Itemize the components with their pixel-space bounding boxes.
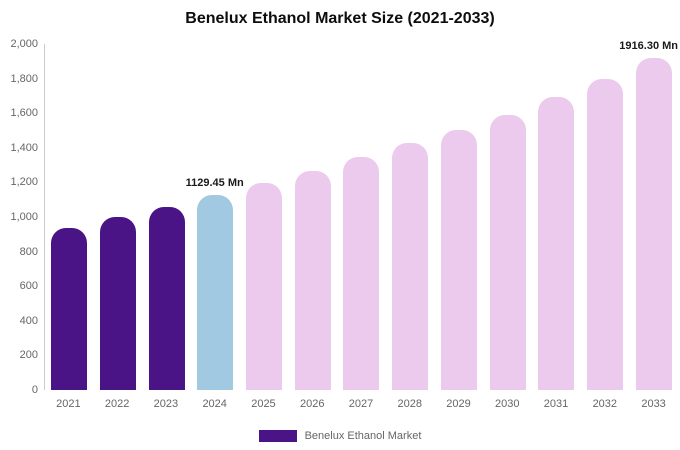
data-label: 1916.30 Mn xyxy=(619,40,678,53)
y-axis-tick-label: 1,400 xyxy=(10,141,38,154)
bar-cell xyxy=(629,44,678,390)
bar-2033[interactable] xyxy=(635,58,672,390)
y-axis-tick-label: 400 xyxy=(19,314,38,327)
y-axis-tick-label: 1,000 xyxy=(10,211,38,223)
x-axis-label-2021: 2021 xyxy=(56,398,81,410)
x-axis-label-2027: 2027 xyxy=(348,398,374,410)
x-axis-label-2033: 2033 xyxy=(641,398,666,410)
bar-2025[interactable] xyxy=(246,183,283,390)
bar-cell xyxy=(532,44,581,390)
x-axis: 2021 2022 2023 2024 2025 2026 2027 2028 2029 2030… xyxy=(44,398,678,410)
bar-2030[interactable] xyxy=(489,114,526,390)
chart-title: Benelux Ethanol Market Size (2021-2033) xyxy=(185,10,495,27)
y-axis-tick-label: 1,200 xyxy=(10,176,38,189)
bar-cell xyxy=(386,44,435,390)
y-axis-tick-label: 200 xyxy=(19,349,38,362)
x-axis-label-2025: 2025 xyxy=(251,398,276,410)
bar-cell xyxy=(94,44,143,390)
legend[interactable]: Benelux Ethanol Market xyxy=(0,430,680,442)
x-axis-label-2026: 2026 xyxy=(299,398,325,410)
x-axis-label-2028: 2028 xyxy=(397,398,422,410)
bar-cell xyxy=(581,44,630,390)
bar-cell xyxy=(288,44,337,390)
bar-2029[interactable] xyxy=(440,129,477,390)
bar-cell xyxy=(142,44,191,390)
bar-2027[interactable] xyxy=(343,157,380,390)
bar-2022[interactable] xyxy=(100,217,137,390)
y-axis-tick-label: 1,600 xyxy=(10,107,38,120)
y-axis-tick-label: 2,000 xyxy=(10,38,38,50)
bar-2023[interactable] xyxy=(148,206,185,390)
bar-cell xyxy=(435,44,484,390)
y-axis-tick-label: 1,800 xyxy=(10,72,38,85)
y-axis: 0 200 400 600 800 1,000 1,200 1,400 1,600 1,800 2,… xyxy=(0,0,38,450)
y-axis-tick-label: 600 xyxy=(19,280,38,293)
bar-2032[interactable] xyxy=(586,78,623,390)
bar-2028[interactable] xyxy=(392,143,429,390)
plot-area xyxy=(44,44,678,390)
x-axis-label-2030: 2030 xyxy=(495,398,520,410)
x-axis-label-2022: 2022 xyxy=(104,398,130,410)
legend-label: Benelux Ethanol Market xyxy=(304,430,422,442)
bar-cell xyxy=(45,44,94,390)
bar-2024[interactable] xyxy=(197,194,234,390)
legend-swatch xyxy=(258,430,297,442)
x-axis-label-2029: 2029 xyxy=(446,398,471,410)
bar-cell xyxy=(483,44,532,390)
x-axis-label-2023: 2023 xyxy=(153,398,179,410)
y-axis-tick-label: 800 xyxy=(19,245,38,258)
y-axis-tick-label: 0 xyxy=(31,384,38,396)
bar-cell xyxy=(191,44,240,390)
data-label: 1129.45 Mn xyxy=(185,176,244,189)
bar-2021[interactable] xyxy=(51,228,88,390)
x-axis-label-2031: 2031 xyxy=(543,398,569,410)
bar-2031[interactable] xyxy=(538,96,575,390)
bar-cell xyxy=(240,44,289,390)
bar-cell xyxy=(337,44,386,390)
x-axis-label-2024: 2024 xyxy=(202,398,227,410)
x-axis-label-2032: 2032 xyxy=(592,398,618,410)
bar-2026[interactable] xyxy=(294,171,331,390)
